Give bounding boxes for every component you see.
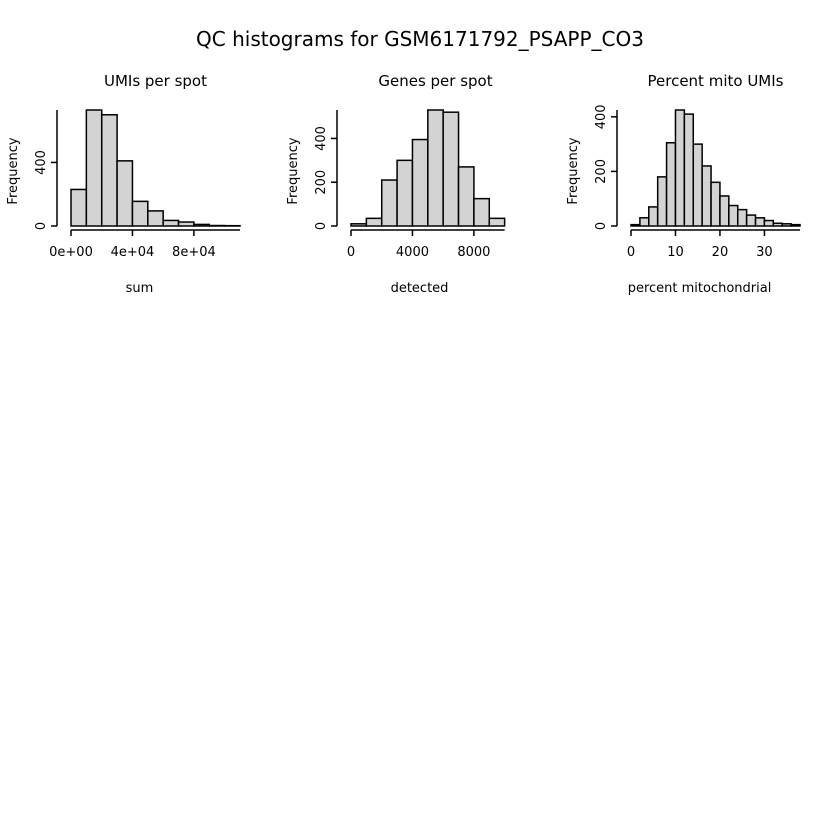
histogram-bar: [147, 210, 164, 227]
x-tick-label: 8e+04: [172, 245, 216, 260]
histogram-bar: [473, 197, 491, 227]
x-axis-label: sum: [126, 281, 154, 296]
y-axis-label: Frequency: [566, 137, 581, 204]
histogram-bar: [427, 109, 444, 227]
x-tick-label: 4e+04: [111, 245, 155, 260]
histogram-bar: [772, 222, 783, 227]
histogram-bar: [85, 109, 103, 227]
histogram-bar: [177, 221, 195, 227]
histogram-bar: [365, 217, 383, 227]
x-tick-label: 4000: [396, 245, 429, 260]
y-tick-label: 400: [314, 126, 329, 151]
histogram-bar: [656, 176, 668, 227]
y-tick-label: 0: [594, 222, 609, 230]
panel-umis: UMIs per spot 0e+00 4e+04 8e+04 0 400 sum Frequ…: [6, 72, 241, 296]
y-tick-label: 200: [594, 159, 609, 184]
histogram-bar: [719, 195, 730, 227]
y-tick-label: 400: [34, 150, 49, 175]
x-tick-label: 30: [756, 245, 773, 260]
histogram-bar: [665, 142, 677, 227]
histogram-bar: [692, 143, 703, 227]
x-tick-label: 10: [667, 245, 684, 260]
histogram-bar: [781, 223, 792, 227]
histogram-bar: [457, 166, 475, 227]
x-tick-label: 8000: [457, 245, 490, 260]
y-tick-label: 0: [34, 222, 49, 230]
histogram-bar: [736, 208, 748, 227]
histogram-bar: [630, 223, 641, 227]
histogram-bar: [193, 223, 211, 227]
histogram-bar: [683, 113, 695, 227]
y-axis-label: Frequency: [286, 137, 301, 204]
x-axis-label: detected: [391, 281, 449, 296]
histogram-bar: [710, 181, 721, 227]
panels: UMIs per spot 0e+00 4e+04 8e+04 0 400 sum Frequ…: [6, 72, 801, 296]
figure-title: QC histograms for GSM6171792_PSAPP_CO3: [196, 27, 644, 51]
histogram-bar: [488, 217, 506, 227]
panel-mito: Percent mito UMIs 0 10 20 30 0 200 400 percent m…: [566, 72, 801, 296]
panel-title: Genes per spot: [378, 72, 492, 90]
histogram-bar: [442, 111, 460, 227]
x-tick-label: 20: [712, 245, 729, 260]
histogram-bar: [701, 165, 712, 227]
histogram-bar: [754, 217, 766, 227]
histogram-bar: [763, 219, 775, 227]
x-tick-label: 0: [347, 245, 355, 260]
x-axis-label: percent mitochondrial: [628, 281, 772, 296]
histogram-bar: [116, 160, 134, 227]
histogram-bar: [350, 223, 368, 227]
histogram-bar: [639, 217, 650, 227]
histogram-bar: [131, 200, 149, 227]
histogram-bar: [728, 204, 739, 227]
histogram-bar: [396, 159, 414, 227]
y-tick-label: 0: [314, 222, 329, 230]
histogram-bar: [674, 109, 686, 227]
histogram-bar: [411, 138, 429, 227]
y-axis-label: Frequency: [6, 137, 21, 204]
panel-title: Percent mito UMIs: [648, 72, 784, 90]
histogram-bar: [100, 114, 118, 227]
histogram-bar: [162, 219, 180, 227]
y-tick-label: 200: [314, 170, 329, 195]
x-tick-label: 0e+00: [49, 245, 93, 260]
panel-title: UMIs per spot: [104, 72, 207, 90]
panel-genes: Genes per spot 0 4000 8000 0 200 400 detected Fr…: [286, 72, 506, 296]
histogram-bar: [648, 206, 659, 227]
histogram-bar: [790, 223, 801, 227]
histogram-bar: [745, 214, 757, 227]
x-tick-label: 0: [627, 245, 635, 260]
y-tick-label: 400: [594, 104, 609, 129]
histogram-bar: [70, 188, 88, 227]
histogram-bar: [380, 179, 398, 227]
